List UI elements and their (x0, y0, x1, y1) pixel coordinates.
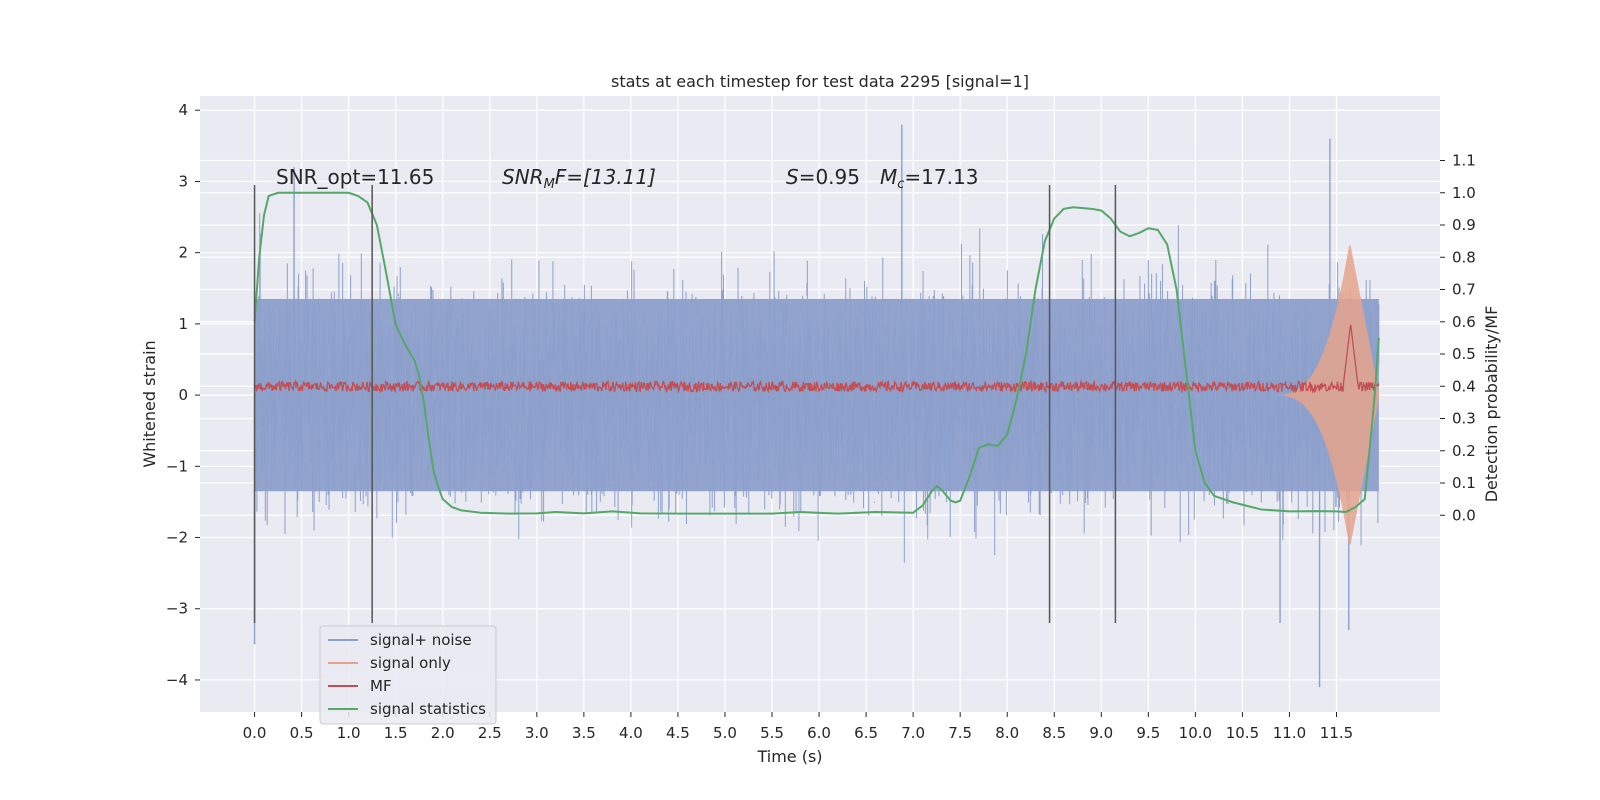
y-right-axis-label: Detection probability/MF (1482, 306, 1501, 503)
y-right-tick-label: 0.8 (1452, 248, 1476, 266)
y-right-tick-label: 0.3 (1452, 410, 1476, 428)
mf-line (254, 324, 1380, 394)
x-tick-label: 1.5 (384, 724, 408, 742)
x-tick-label: 9.0 (1089, 724, 1113, 742)
x-tick-label: 11.5 (1320, 724, 1353, 742)
s-label: S (786, 165, 799, 189)
y-right-tick-label: 0.5 (1452, 345, 1476, 363)
x-tick-label: 4.0 (619, 724, 643, 742)
y-tick-label: 0 (178, 386, 188, 404)
x-tick-label: 11.0 (1273, 724, 1306, 742)
mc-sub: c (897, 177, 904, 192)
x-tick-label: 10.0 (1179, 724, 1212, 742)
y-right-tick-label: 0.2 (1452, 442, 1476, 460)
y-right-tick-label: 0.7 (1452, 281, 1476, 299)
snr-mf-sub: M (544, 177, 555, 192)
x-tick-label: 3.5 (572, 724, 596, 742)
y-right-tick-label: 0.0 (1452, 506, 1476, 524)
mf-series (254, 324, 1380, 394)
y-right-tick-label: 0.1 (1452, 474, 1476, 492)
y-tick-label: −2 (166, 529, 188, 547)
y-tick-label: −4 (166, 671, 188, 689)
x-tick-label: 7.5 (948, 724, 972, 742)
x-tick-label: 2.0 (431, 724, 455, 742)
snr-mf-rest: F=[13.11] (555, 165, 656, 189)
signal-statistics-line (253, 191, 1380, 515)
signal-only-series (1270, 245, 1379, 545)
x-tick-label: 6.0 (807, 724, 831, 742)
legend-label-signal-noise: signal+ noise (370, 631, 472, 649)
x-tick-label: 9.5 (1136, 724, 1160, 742)
x-tick-label: 0.0 (243, 724, 267, 742)
y-axis-label: Whitened strain (140, 340, 159, 467)
y-right-tick-label: 1.1 (1452, 152, 1476, 170)
x-tick-label: 2.5 (478, 724, 502, 742)
snr-mf-prefix: SNR (502, 165, 544, 189)
annotation-mc: Mc=17.13 (880, 165, 978, 192)
chart-title: stats at each timestep for test data 229… (611, 72, 1029, 91)
y-right-tick-label: 0.9 (1452, 216, 1476, 234)
vertical-markers (253, 185, 1117, 623)
x-tick-label: 8.0 (995, 724, 1019, 742)
legend-label-signal-statistics: signal statistics (370, 700, 486, 718)
y-right-tick-label: 1.0 (1452, 184, 1476, 202)
x-tick-label: 5.0 (713, 724, 737, 742)
x-tick-label: 1.0 (337, 724, 361, 742)
y-tick-label: −1 (166, 457, 188, 475)
annotation-snr-opt: SNR_opt=11.65 (276, 165, 434, 189)
y-tick-label: 2 (178, 244, 188, 262)
mc-label: M (880, 165, 897, 189)
x-tick-label: 6.5 (854, 724, 878, 742)
s-value: =0.95 (799, 165, 860, 189)
annotation-snr-mf: SNRMF=[13.11] (502, 165, 656, 192)
y-tick-label: −3 (166, 600, 188, 618)
y-tick-label: 4 (178, 101, 188, 119)
x-tick-label: 7.0 (901, 724, 925, 742)
legend-box (319, 625, 497, 725)
mc-value: =17.13 (904, 165, 978, 189)
legend: signal+ noise signal only MF signal stat… (319, 625, 497, 725)
y-right-tick-label: 0.6 (1452, 313, 1476, 331)
x-tick-label: 10.5 (1226, 724, 1259, 742)
x-tick-label: 4.5 (666, 724, 690, 742)
y-tick-label: 1 (178, 315, 188, 333)
x-tick-label: 0.5 (290, 724, 314, 742)
x-axis-label: Time (s) (756, 747, 822, 766)
x-tick-label: 3.0 (525, 724, 549, 742)
annotation-s: S=0.95 (786, 165, 860, 189)
signal-statistics-series (253, 191, 1380, 515)
y-tick-label: 3 (178, 172, 188, 190)
legend-label-mf: MF (370, 677, 392, 695)
x-tick-label: 8.5 (1042, 724, 1066, 742)
y-right-tick-label: 0.4 (1452, 377, 1476, 395)
signal-only-envelope (1270, 245, 1379, 545)
x-tick-label: 5.5 (760, 724, 784, 742)
legend-label-signal-only: signal only (370, 654, 451, 672)
tick-labels: 0.0 0.5 1.0 1.5 2.0 2.5 3.0 3.5 4.0 4.5 5.0 5.5 6.0 6… (166, 101, 1476, 742)
